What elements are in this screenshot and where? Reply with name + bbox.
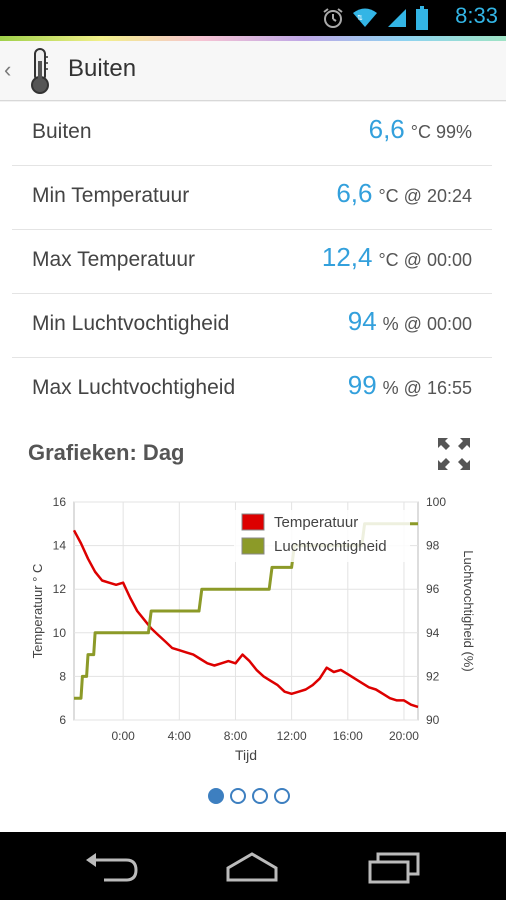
page-dot[interactable] [274, 788, 290, 804]
chart-section-title: Grafieken: Dag [28, 440, 185, 465]
y-tick-label: 12 [53, 582, 67, 596]
row-label: Buiten [32, 120, 92, 143]
page-indicator[interactable] [208, 788, 290, 804]
page-dot[interactable] [252, 788, 268, 804]
x-tick-label: 20:00 [389, 729, 419, 743]
row-value: 12,4 °C @ 00:00 [322, 242, 472, 273]
reading-row-max-humidity[interactable]: Max Luchtvochtigheid 99 % @ 16:55 [12, 358, 492, 422]
status-bar: ⇅ 8:33 [0, 0, 506, 36]
y2-tick-label: 90 [426, 713, 440, 727]
reading-row-current[interactable]: Buiten 6,6 °C 99% [12, 102, 492, 166]
signal-icon [388, 9, 406, 27]
y2-tick-label: 92 [426, 669, 440, 683]
wifi-icon: ⇅ [353, 8, 377, 27]
legend-swatch [241, 537, 265, 555]
y-tick-label: 8 [59, 669, 66, 683]
recents-icon[interactable] [364, 850, 424, 884]
y2-tick-label: 94 [426, 626, 440, 640]
row-unit: °C 99% [410, 122, 472, 142]
day-chart[interactable]: 6 8 10 12 14 16 90 92 94 96 98 100 0:00 4:00 8:00 12:00… [12, 486, 494, 776]
y2-tick-label: 98 [426, 539, 440, 553]
up-chevron-icon[interactable]: ‹ [4, 57, 12, 82]
page-dot[interactable] [208, 788, 224, 804]
svg-text:⇅: ⇅ [357, 15, 363, 22]
reading-row-min-humidity[interactable]: Min Luchtvochtigheid 94 % @ 00:00 [12, 294, 492, 358]
rainbow-strip [0, 36, 506, 41]
y2-tick-label: 100 [426, 495, 446, 509]
x-tick-label: 8:00 [224, 729, 248, 743]
legend-label: Luchtvochtigheid [274, 538, 387, 555]
home-icon[interactable] [222, 850, 282, 884]
row-label: Max Temperatuur [32, 248, 196, 271]
y-tick-label: 14 [53, 539, 67, 553]
y-axis-label: Temperatuur ° C [30, 564, 45, 659]
action-bar: ‹ Buiten [0, 41, 506, 101]
row-value: 6,6 °C @ 20:24 [336, 178, 472, 209]
row-number: 94 [347, 306, 377, 336]
y-tick-label: 10 [53, 626, 67, 640]
readings-list: Buiten 6,6 °C 99% Min Temperatuur 6,6 °C… [12, 102, 492, 422]
y-tick-label: 6 [59, 713, 66, 727]
row-unit: % @ 00:00 [382, 314, 472, 334]
main-content: Buiten 6,6 °C 99% Min Temperatuur 6,6 °C… [0, 102, 506, 832]
navigation-bar [0, 832, 506, 900]
x-axis-label: Tijd [235, 747, 257, 763]
back-icon[interactable] [82, 850, 142, 884]
x-tick-label: 12:00 [277, 729, 307, 743]
status-icons: ⇅ [322, 6, 428, 30]
page-dot[interactable] [230, 788, 246, 804]
series-line-temperature [72, 529, 419, 709]
row-value: 6,6 °C 99% [369, 114, 472, 145]
y2-tick-label: 96 [426, 582, 440, 596]
legend-swatch [241, 513, 265, 531]
row-unit: °C @ 20:24 [378, 186, 472, 206]
row-number: 6,6 [368, 114, 405, 144]
fullscreen-icon[interactable] [436, 436, 472, 472]
x-tick-label: 16:00 [333, 729, 363, 743]
chart-svg: 6 8 10 12 14 16 90 92 94 96 98 100 0:00 4:00 8:00 12:00… [30, 495, 476, 763]
row-unit: °C @ 00:00 [378, 250, 472, 270]
reading-row-max-temp[interactable]: Max Temperatuur 12,4 °C @ 00:00 [12, 230, 492, 294]
row-number: 99 [347, 370, 377, 400]
row-number: 12,4 [321, 242, 373, 272]
row-number: 6,6 [336, 178, 373, 208]
reading-row-min-temp[interactable]: Min Temperatuur 6,6 °C @ 20:24 [12, 166, 492, 230]
row-value: 99 % @ 16:55 [348, 370, 472, 401]
y2-axis-label: Luchtvochtigheid (%) [461, 550, 476, 671]
row-label: Min Luchtvochtigheid [32, 312, 230, 335]
battery-icon [416, 6, 428, 30]
alarm-icon [323, 8, 343, 28]
x-tick-label: 4:00 [168, 729, 192, 743]
y-tick-label: 16 [53, 495, 67, 509]
clock: 8:33 [455, 3, 498, 28]
thermometer-icon[interactable] [26, 47, 54, 95]
row-unit: % @ 16:55 [382, 378, 472, 398]
legend-label: Temperatuur [274, 514, 358, 531]
row-value: 94 % @ 00:00 [348, 306, 472, 337]
x-tick-label: 0:00 [111, 729, 135, 743]
page-title: Buiten [68, 55, 137, 82]
row-label: Max Luchtvochtigheid [32, 376, 236, 399]
row-label: Min Temperatuur [32, 184, 190, 207]
